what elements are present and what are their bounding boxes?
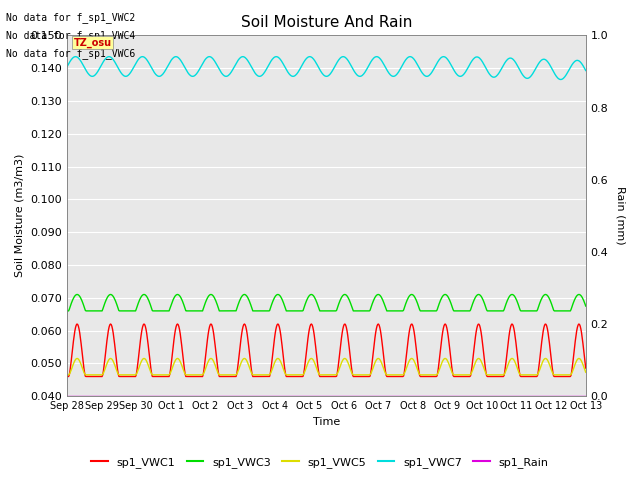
Y-axis label: Rain (mm): Rain (mm)	[615, 186, 625, 245]
Text: No data for f_sp1_VWC6: No data for f_sp1_VWC6	[6, 48, 136, 60]
Title: Soil Moisture And Rain: Soil Moisture And Rain	[241, 15, 412, 30]
Text: TZ_osu: TZ_osu	[74, 38, 112, 48]
Y-axis label: Soil Moisture (m3/m3): Soil Moisture (m3/m3)	[15, 154, 25, 277]
Legend: sp1_VWC1, sp1_VWC3, sp1_VWC5, sp1_VWC7, sp1_Rain: sp1_VWC1, sp1_VWC3, sp1_VWC5, sp1_VWC7, …	[87, 452, 553, 472]
X-axis label: Time: Time	[313, 417, 340, 427]
Text: No data for f_sp1_VWC2: No data for f_sp1_VWC2	[6, 12, 136, 23]
Text: No data for f_sp1_VWC4: No data for f_sp1_VWC4	[6, 30, 136, 41]
